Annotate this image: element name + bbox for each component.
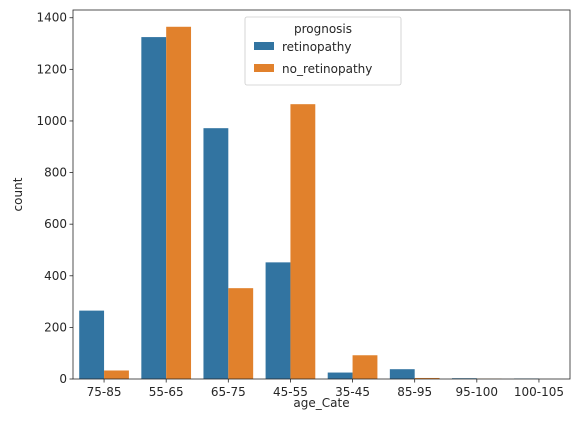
bar-no_retinopathy-55-65: [166, 26, 192, 379]
x-tick-label: 55-65: [149, 385, 184, 399]
legend-label-no_retinopathy: no_retinopathy: [282, 62, 372, 76]
legend: prognosis retinopathy no_retinopathy: [244, 16, 402, 86]
legend-box: [244, 16, 402, 86]
bar-no_retinopathy-35-45: [352, 355, 378, 379]
x-tick-label: 45-55: [273, 385, 308, 399]
bar-retinopathy-35-45: [327, 372, 353, 379]
bar-retinopathy-45-55: [265, 262, 291, 379]
x-tick-label: 35-45: [335, 385, 370, 399]
y-tick-label: 200: [44, 320, 67, 334]
y-tick-label: 1000: [36, 114, 67, 128]
x-axis: 75-85 55-65 65-75 45-55 35-45 85-95 95-100 100-…: [87, 379, 564, 399]
bar-no_retinopathy-65-75: [228, 288, 254, 379]
y-tick-label: 1400: [36, 11, 67, 25]
y-tick-label: 400: [44, 269, 67, 283]
bar-retinopathy-75-85: [79, 310, 105, 379]
x-tick-label: 75-85: [87, 385, 122, 399]
x-tick-label: 85-95: [397, 385, 432, 399]
bar-no_retinopathy-45-55: [290, 104, 316, 380]
x-axis-label: age_Cate: [293, 396, 349, 410]
plot-frame: [72, 9, 571, 380]
bar-no_retinopathy-85-95: [414, 377, 440, 379]
y-axis: 0 200 400 600 800 1000 1200 1400: [36, 11, 73, 386]
x-tick-label: 95-100: [456, 385, 499, 399]
x-tick-label: 65-75: [211, 385, 246, 399]
bars-layer: [79, 26, 539, 380]
legend-title: prognosis: [294, 22, 352, 36]
y-axis-label: count: [11, 177, 25, 211]
bar-no_retinopathy-75-85: [104, 370, 129, 379]
y-tick-label: 1200: [36, 62, 67, 76]
x-tick-label: 100-105: [514, 385, 564, 399]
y-tick-label: 600: [44, 217, 67, 231]
bar-retinopathy-65-75: [203, 128, 229, 379]
legend-swatch-retinopathy: [254, 42, 274, 50]
bar-retinopathy-85-95: [389, 369, 415, 379]
y-tick-label: 800: [44, 166, 67, 180]
bar-retinopathy-55-65: [141, 37, 167, 379]
y-tick-label: 0: [59, 372, 67, 386]
legend-label-retinopathy: retinopathy: [282, 40, 351, 54]
legend-swatch-no_retinopathy: [254, 64, 274, 72]
